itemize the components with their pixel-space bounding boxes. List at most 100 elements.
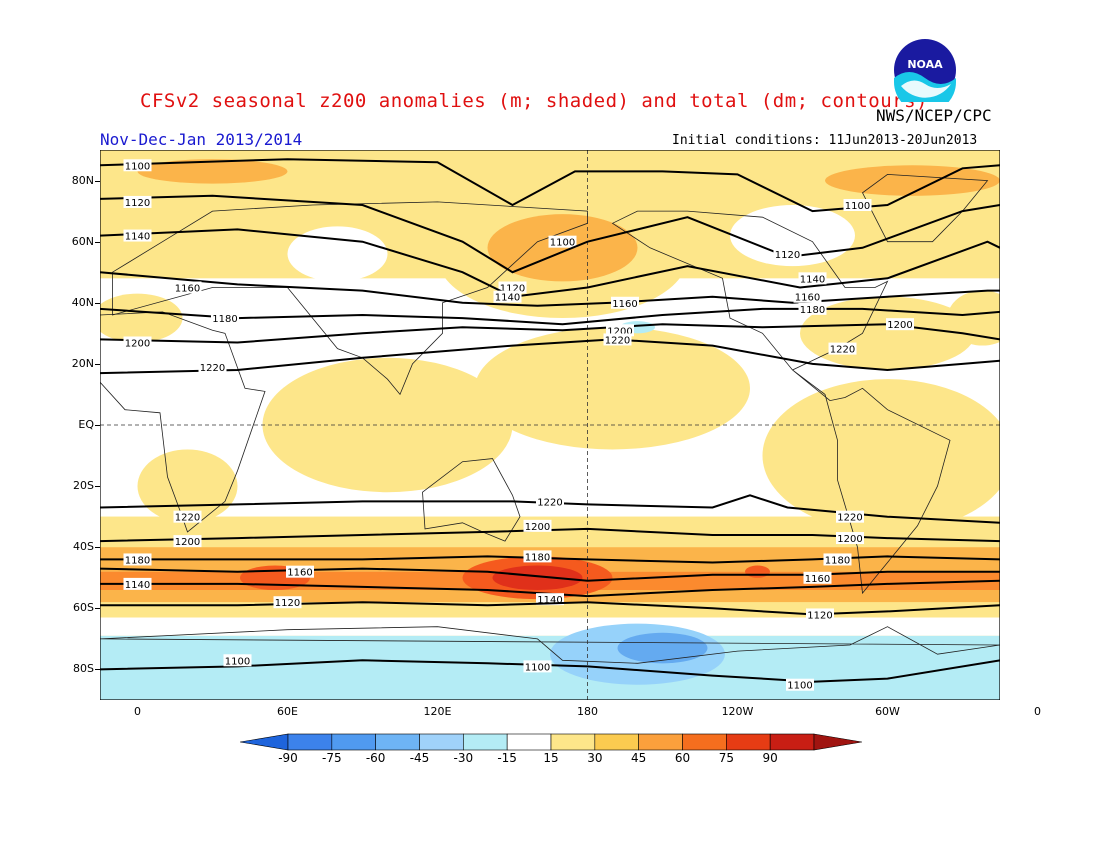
contour-1100 bbox=[100, 158, 1000, 213]
contour-label-text: 1120 bbox=[500, 284, 525, 295]
anomaly-blob bbox=[730, 205, 855, 267]
colorbar-segment bbox=[550, 733, 596, 751]
contour-label-text: 1120 bbox=[125, 198, 150, 209]
contour-label-text: 1140 bbox=[537, 595, 562, 606]
contour-label-1180: 1180 bbox=[123, 553, 152, 566]
colorbar-label: 60 bbox=[674, 751, 691, 765]
anomaly-blob bbox=[492, 565, 583, 590]
noaa-logo: NOAA bbox=[894, 39, 956, 102]
lat-tick-label: 80N bbox=[71, 173, 94, 187]
anomaly-blob bbox=[287, 226, 388, 282]
contour-1100 bbox=[100, 659, 1000, 683]
lat-tick bbox=[95, 302, 100, 304]
contour-label-text: 1220 bbox=[175, 513, 200, 524]
colorbar-arrow-low bbox=[240, 733, 289, 751]
contour-label-text: 1160 bbox=[175, 284, 200, 295]
season-label: Nov-Dec-Jan 2013/2014 bbox=[100, 130, 303, 149]
contour-label-text: 1220 bbox=[837, 513, 862, 524]
contour-label-text: 1200 bbox=[887, 320, 912, 331]
lat-tick bbox=[95, 180, 100, 182]
lat-tick bbox=[95, 669, 100, 671]
contour-label-bg bbox=[273, 596, 302, 609]
colorbar-label: 30 bbox=[587, 751, 603, 765]
colorbar-label: -90 bbox=[278, 751, 298, 765]
contour-label-1140: 1140 bbox=[798, 272, 827, 285]
contour-label-1220: 1220 bbox=[603, 333, 632, 346]
contour-label-1120: 1120 bbox=[273, 596, 302, 609]
contour-label-1120: 1120 bbox=[806, 608, 834, 621]
contour-label-bg bbox=[786, 678, 814, 691]
colorbar-segment bbox=[463, 733, 508, 751]
contour-label-bg bbox=[886, 318, 914, 331]
contour-label-text: 1220 bbox=[200, 363, 225, 374]
contour-label-1140: 1140 bbox=[493, 290, 522, 304]
colorbar-segment bbox=[769, 733, 815, 751]
contour-label-bg bbox=[823, 553, 852, 566]
lat-tick bbox=[95, 425, 100, 426]
coastline bbox=[100, 626, 1000, 664]
coastlines bbox=[100, 173, 1000, 664]
contour-label-1220: 1220 bbox=[536, 495, 564, 508]
contour-label-1220: 1220 bbox=[836, 510, 864, 524]
coastline bbox=[100, 311, 266, 533]
contour-label-bg bbox=[536, 495, 564, 508]
lat-tick-label: 40N bbox=[71, 295, 94, 309]
contour-label-text: 1160 bbox=[805, 574, 830, 585]
colorbar-segment bbox=[375, 733, 420, 751]
initial-conditions-label: Initial conditions: 11Jun2013-20Jun2013 bbox=[672, 133, 978, 148]
colorbar bbox=[240, 733, 862, 751]
contour-label-1160: 1160 bbox=[803, 571, 832, 585]
contour-label-text: 1220 bbox=[605, 335, 630, 346]
anomaly-band bbox=[100, 617, 1000, 636]
contour-label-text: 1200 bbox=[125, 339, 150, 350]
contour-label-1120: 1120 bbox=[123, 195, 152, 209]
contour-label-bg bbox=[523, 660, 552, 673]
colorbar-label: -15 bbox=[497, 751, 517, 765]
contour-label-text: 1120 bbox=[807, 610, 832, 621]
contour-label-1200: 1200 bbox=[886, 318, 914, 331]
contour-label-text: 1140 bbox=[125, 580, 150, 591]
contour-label-bg bbox=[123, 229, 152, 242]
contour-label-text: 1100 bbox=[225, 656, 250, 667]
contour-label-text: 1100 bbox=[787, 681, 812, 692]
colorbar-segment bbox=[331, 733, 376, 751]
coastline bbox=[422, 458, 521, 542]
contour-label-1200: 1200 bbox=[173, 535, 202, 548]
contour-label-bg bbox=[773, 247, 802, 260]
contour-label-text: 1160 bbox=[287, 568, 312, 579]
contour-label-text: 1200 bbox=[175, 537, 200, 548]
chart-title: CFSv2 seasonal z200 anomalies (m; shaded… bbox=[140, 90, 928, 112]
contour-label-1120: 1120 bbox=[773, 247, 802, 261]
lat-tick-label: 20N bbox=[71, 356, 94, 370]
contour-label-text: 1160 bbox=[612, 299, 637, 310]
contour-label-bg bbox=[493, 290, 522, 303]
lat-tick-label: 80S bbox=[73, 662, 94, 676]
contour-label-text: 1200 bbox=[837, 534, 862, 545]
anomaly-blob bbox=[487, 214, 638, 282]
lat-tick-label: EQ bbox=[78, 418, 94, 431]
contour-label-bg bbox=[803, 571, 832, 584]
contour-label-bg bbox=[498, 281, 527, 294]
contour-label-bg bbox=[173, 281, 202, 294]
contour-label-1100: 1100 bbox=[548, 235, 577, 249]
colorbar-label: -60 bbox=[365, 751, 386, 765]
contour-label-1160: 1160 bbox=[173, 281, 202, 295]
contour-label-bg bbox=[798, 302, 827, 315]
lat-tick-label: 20S bbox=[73, 479, 94, 493]
lon-tick-label: 60E bbox=[277, 705, 298, 718]
contour-label-1180: 1180 bbox=[523, 550, 552, 563]
contour-label-bg bbox=[123, 553, 152, 566]
contour-label-text: 1140 bbox=[800, 274, 825, 285]
contour-label-1220: 1220 bbox=[173, 510, 202, 524]
anomaly-blob bbox=[745, 565, 770, 578]
contour-label-bg bbox=[173, 535, 202, 548]
lat-tick bbox=[95, 363, 100, 365]
noaa-logo-text: NOAA bbox=[907, 58, 943, 71]
global-map: 1100110011001120112011201140114011401160… bbox=[100, 150, 1000, 700]
contour-label-1200: 1200 bbox=[836, 532, 864, 545]
contour-label-1200: 1200 bbox=[523, 519, 552, 533]
contour-label-bg bbox=[836, 510, 864, 523]
lat-tick-label: 60N bbox=[71, 234, 94, 248]
lat-tick bbox=[95, 241, 100, 243]
colorbar-segment bbox=[682, 733, 727, 751]
